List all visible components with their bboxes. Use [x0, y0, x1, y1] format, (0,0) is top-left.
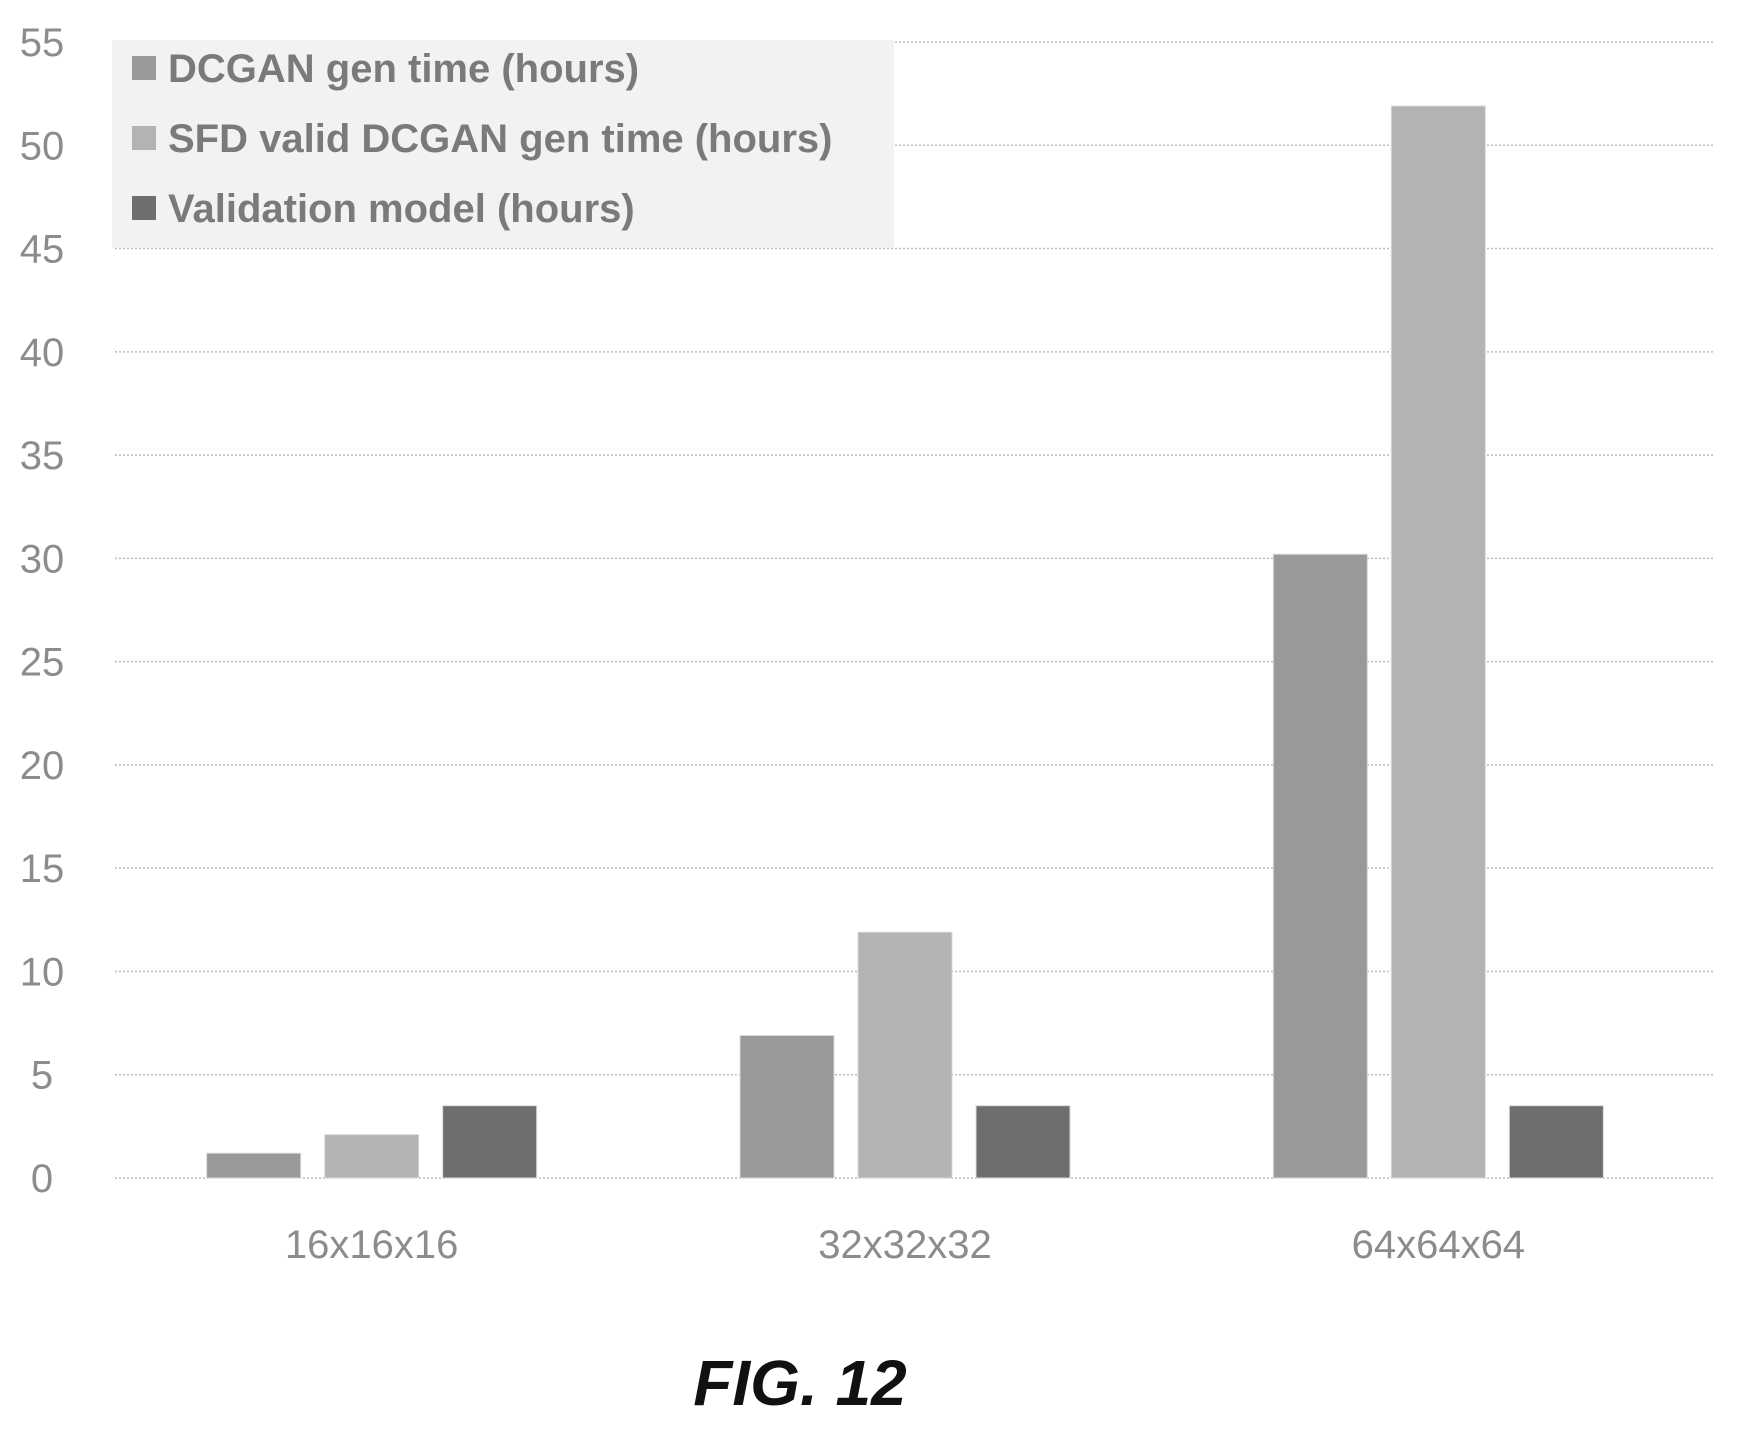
bar — [739, 1034, 835, 1179]
legend-swatch — [132, 56, 156, 80]
bars — [206, 105, 1604, 1179]
bar — [324, 1134, 420, 1179]
y-axis-tick-labels: 0 5 10 15 20 25 30 35 40 45 50 55 — [20, 21, 65, 1201]
bar — [206, 1152, 302, 1179]
legend-label: DCGAN gen time (hours) — [168, 47, 639, 91]
y-tick-label: 0 — [31, 1157, 53, 1201]
bar — [1508, 1105, 1604, 1179]
bar — [1272, 553, 1368, 1179]
y-tick-label: 15 — [20, 847, 65, 891]
legend: DCGAN gen time (hours) SFD valid DCGAN ge… — [112, 40, 894, 248]
y-tick-label: 35 — [20, 434, 65, 478]
y-tick-label: 45 — [20, 228, 65, 272]
legend-label: Validation model (hours) — [168, 187, 635, 231]
x-category-label: 16x16x16 — [285, 1223, 458, 1267]
legend-label: SFD valid DCGAN gen time (hours) — [168, 117, 833, 161]
y-tick-label: 10 — [20, 950, 65, 994]
figure-caption: FIG. 12 — [693, 1347, 906, 1419]
legend-box — [112, 40, 894, 248]
x-category-label: 64x64x64 — [1352, 1223, 1525, 1267]
y-tick-label: 50 — [20, 124, 65, 168]
bar — [857, 931, 953, 1179]
bar — [442, 1105, 538, 1179]
x-axis-category-labels: 16x16x16 32x32x32 64x64x64 — [285, 1223, 1525, 1267]
y-tick-label: 25 — [20, 641, 65, 685]
bar — [1390, 105, 1486, 1179]
x-category-label: 32x32x32 — [818, 1223, 991, 1267]
legend-swatch — [132, 196, 156, 220]
y-tick-label: 30 — [20, 537, 65, 581]
y-tick-label: 55 — [20, 21, 65, 65]
y-tick-label: 20 — [20, 744, 65, 788]
bar — [975, 1105, 1071, 1179]
y-tick-label: 40 — [20, 331, 65, 375]
y-tick-label: 5 — [31, 1054, 53, 1098]
legend-swatch — [132, 126, 156, 150]
